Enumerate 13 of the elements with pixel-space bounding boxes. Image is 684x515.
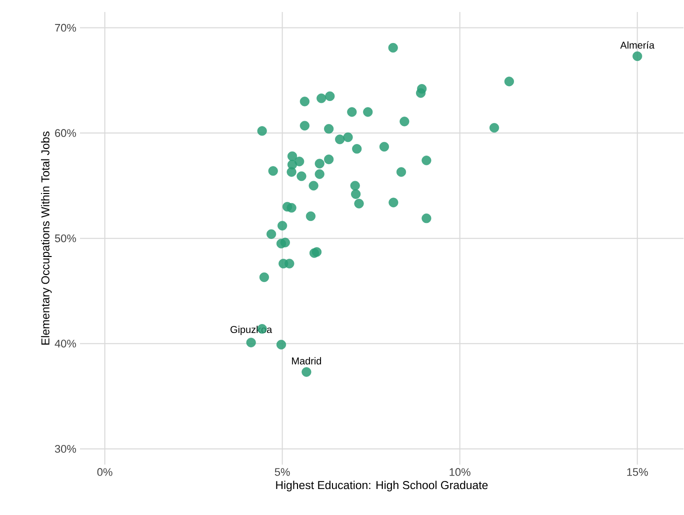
y-tick-label: 70% bbox=[55, 24, 76, 32]
annotation: Almería bbox=[620, 41, 654, 49]
x-tick-label: 0% bbox=[97, 468, 112, 476]
annotation: Madrid bbox=[292, 357, 322, 365]
y-axis-title: Elementary Occupations Within Total Jobs bbox=[41, 132, 52, 345]
x-axis-title: Highest Education: High School Graduate bbox=[276, 480, 488, 492]
y-tick-label: 60% bbox=[55, 129, 76, 138]
x-tick-label: 10% bbox=[450, 468, 470, 476]
x-tick-label: 15% bbox=[627, 468, 648, 476]
y-tick-label: 30% bbox=[54, 445, 76, 453]
y-tick-label: 50% bbox=[54, 234, 76, 242]
x-tick-label: 5% bbox=[274, 468, 290, 476]
y-tick-label: 40% bbox=[54, 340, 76, 348]
